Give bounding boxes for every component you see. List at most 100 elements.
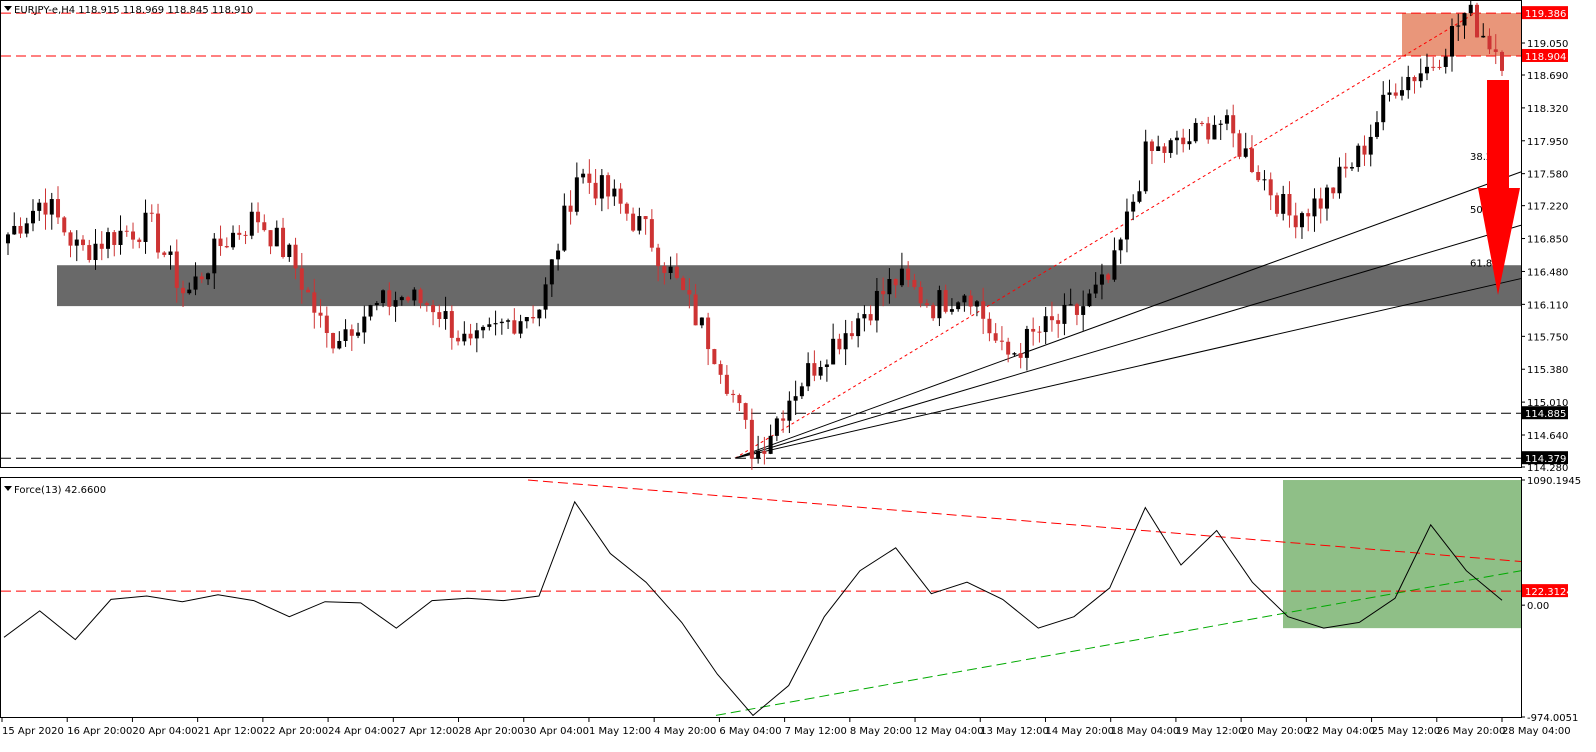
candle-body bbox=[12, 225, 17, 235]
time-tick-label: 1 May 12:00 bbox=[589, 726, 651, 737]
candle-body bbox=[1181, 137, 1186, 145]
price-tick-label: 114.280 bbox=[1527, 463, 1568, 474]
support-zone bbox=[57, 265, 1521, 307]
candle-body bbox=[162, 252, 167, 255]
candle-body bbox=[781, 418, 786, 421]
candle-body bbox=[18, 225, 23, 234]
candle-body bbox=[312, 292, 317, 313]
candle-body bbox=[249, 211, 254, 236]
candle-body bbox=[1149, 141, 1154, 151]
candle-body bbox=[224, 246, 229, 248]
candle-body bbox=[337, 341, 342, 349]
candle-body bbox=[862, 314, 867, 319]
candle-body bbox=[349, 329, 354, 336]
candle-body bbox=[1062, 304, 1067, 324]
candle-body bbox=[343, 329, 348, 342]
price-tick-label: 115.380 bbox=[1527, 365, 1568, 376]
candle-body bbox=[1118, 239, 1123, 251]
time-tick-label: 19 May 12:00 bbox=[1176, 726, 1245, 737]
candle-body bbox=[1456, 25, 1461, 27]
candle-body bbox=[131, 231, 136, 240]
price-tick-label: 117.580 bbox=[1527, 170, 1568, 181]
time-tick-label: 26 May 20:00 bbox=[1437, 726, 1506, 737]
candle-body bbox=[281, 227, 286, 258]
candle-body bbox=[1031, 328, 1036, 332]
candle-body bbox=[362, 316, 367, 333]
time-tick-label: 28 Apr 20:00 bbox=[459, 726, 524, 737]
candle-body bbox=[774, 418, 779, 436]
candle-body bbox=[1012, 353, 1017, 355]
time-tick-label: 6 May 04:00 bbox=[719, 726, 781, 737]
candle-body bbox=[274, 227, 279, 247]
candle-body bbox=[406, 297, 411, 301]
candle-body bbox=[106, 232, 111, 249]
candle-body bbox=[662, 266, 667, 273]
candle-body bbox=[743, 403, 748, 420]
candle-body bbox=[1331, 187, 1336, 194]
candle-body bbox=[674, 266, 679, 278]
candle-body bbox=[1437, 66, 1442, 68]
candle-body bbox=[49, 199, 54, 215]
force-panel-frame bbox=[0, 477, 1522, 718]
candle-body bbox=[268, 230, 273, 247]
fan-line bbox=[734, 278, 1522, 459]
candle-body bbox=[1431, 66, 1436, 68]
candle-body bbox=[181, 287, 186, 294]
candle-body bbox=[1237, 133, 1242, 157]
price-level-tag bbox=[1522, 6, 1568, 20]
time-tick-label: 7 May 12:00 bbox=[785, 726, 847, 737]
candle-body bbox=[987, 318, 992, 334]
candle-body bbox=[1137, 191, 1142, 202]
candle-body bbox=[1474, 4, 1479, 38]
candle-body bbox=[1256, 172, 1261, 181]
candle-body bbox=[231, 232, 236, 248]
collapse-triangle-icon[interactable] bbox=[4, 486, 12, 491]
time-tick-label: 22 Apr 20:00 bbox=[263, 726, 328, 737]
candle-body bbox=[199, 276, 204, 280]
candle-body bbox=[74, 239, 79, 246]
candle-body bbox=[1074, 304, 1079, 315]
candle-body bbox=[974, 301, 979, 307]
candle-body bbox=[318, 312, 323, 316]
candle-body bbox=[324, 315, 329, 334]
candle-body bbox=[1093, 284, 1098, 294]
time-tick-label: 16 Apr 20:00 bbox=[67, 726, 132, 737]
candle-body bbox=[1106, 274, 1111, 280]
candle-body bbox=[706, 317, 711, 350]
time-tick-label: 4 May 20:00 bbox=[654, 726, 716, 737]
candle-body bbox=[518, 321, 523, 334]
time-tick-label: 13 May 12:00 bbox=[980, 726, 1049, 737]
collapse-triangle-icon[interactable] bbox=[4, 6, 12, 11]
price-level-label: 114.885 bbox=[1525, 409, 1566, 420]
candle-body bbox=[1168, 140, 1173, 153]
candle-body bbox=[456, 337, 461, 342]
candle-body bbox=[1349, 167, 1354, 169]
candle-body bbox=[1249, 148, 1254, 173]
candle-body bbox=[1199, 122, 1204, 124]
candle-body bbox=[1099, 274, 1104, 285]
time-tick-label: 22 May 04:00 bbox=[1306, 726, 1375, 737]
candle-body bbox=[606, 175, 611, 197]
candle-body bbox=[587, 173, 592, 183]
candle-body bbox=[1068, 304, 1073, 306]
candle-body bbox=[874, 290, 879, 321]
chart-header: EURJPY-e,H4 118.915 118.969 118.845 118.… bbox=[14, 5, 253, 16]
price-axis: 119.050 118.690 118.320 117.950 117.580 117.2… bbox=[1521, 39, 1568, 474]
candle-body bbox=[31, 210, 36, 224]
candle-body bbox=[137, 239, 142, 242]
candle-body bbox=[243, 234, 248, 236]
candle-body bbox=[1281, 194, 1286, 214]
candle-body bbox=[1481, 35, 1486, 38]
candle-body bbox=[868, 314, 873, 321]
candle-body bbox=[156, 213, 161, 253]
candle-body bbox=[1368, 136, 1373, 155]
candle-body bbox=[412, 289, 417, 301]
candle-body bbox=[218, 238, 223, 247]
candle-body bbox=[1324, 187, 1329, 209]
time-axis: 15 Apr 2020 16 Apr 20:00 20 Apr 04:00 21 Ap… bbox=[1, 717, 1571, 737]
price-tick-label: 116.110 bbox=[1527, 300, 1568, 311]
time-tick-label: 27 Apr 12:00 bbox=[393, 726, 458, 737]
candle-body bbox=[962, 295, 967, 303]
force-tick-label: -974.0051 bbox=[1527, 713, 1578, 724]
